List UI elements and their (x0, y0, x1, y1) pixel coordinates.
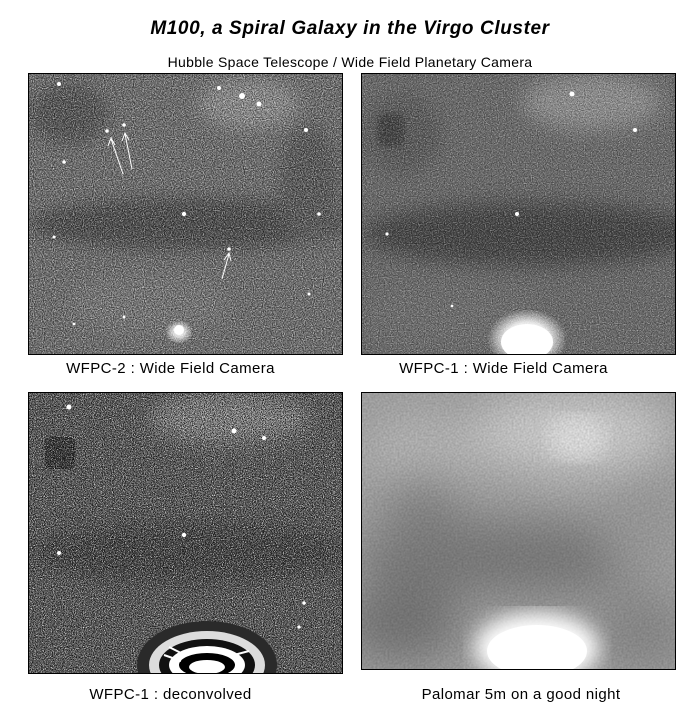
wfpc1-image (362, 74, 675, 354)
wfpc2-image (29, 74, 342, 354)
panel-caption-palomar: Palomar 5m on a good night (421, 686, 621, 703)
wfpc2-image-panel (28, 73, 343, 355)
panel-caption-wfpc2: WFPC-2 : Wide Field Camera (66, 360, 275, 377)
palomar-image (362, 393, 675, 669)
figure-title: M100, a Spiral Galaxy in the Virgo Clust… (150, 18, 550, 39)
deconvolution-ringing (137, 621, 277, 673)
arrow-markers (107, 131, 232, 280)
figure-subtitle: Hubble Space Telescope / Wide Field Plan… (167, 54, 533, 70)
wfpc1-deconvolved-image (29, 393, 342, 673)
wfpc1-deconvolved-image-panel (28, 392, 343, 674)
panel-caption-deconvolved: WFPC-1 : deconvolved (89, 686, 252, 703)
panel-caption-wfpc1: WFPC-1 : Wide Field Camera (399, 360, 608, 377)
wfpc1-image-panel (361, 73, 676, 355)
palomar-image-panel (361, 392, 676, 670)
